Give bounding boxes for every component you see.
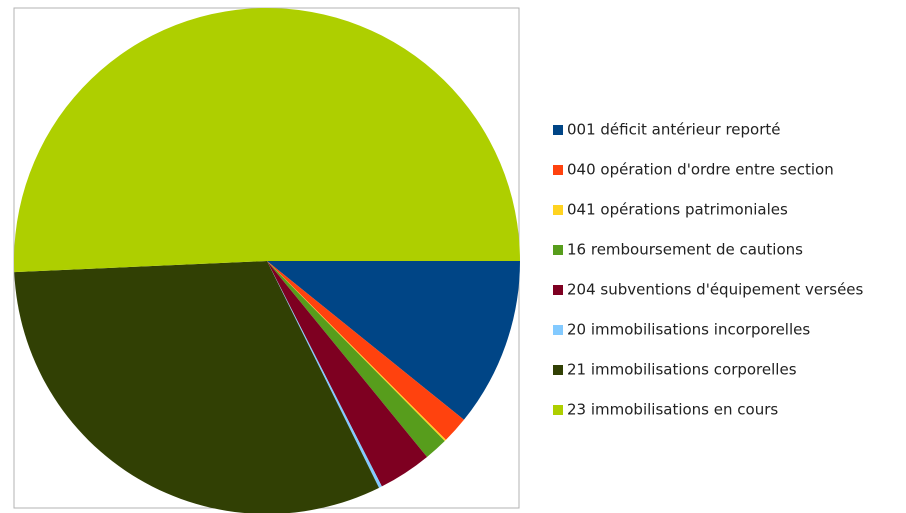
pie-slice: [14, 8, 521, 273]
legend-swatch: [553, 205, 563, 215]
legend-label: 20 immobilisations incorporelles: [567, 321, 810, 339]
pie-slice: [267, 261, 446, 442]
legend-swatch: [553, 325, 563, 335]
legend-label: 204 subventions d'équipement versées: [567, 281, 864, 299]
legend-label: 16 remboursement de cautions: [567, 241, 803, 259]
pie-slice: [267, 261, 464, 440]
legend-swatch: [553, 365, 563, 375]
pie-slice: [267, 261, 520, 420]
legend-label: 041 opérations patrimoniales: [567, 201, 788, 219]
legend-label: 23 immobilisations en cours: [567, 401, 778, 419]
legend-label: 21 immobilisations corporelles: [567, 361, 797, 379]
legend-swatch: [553, 125, 563, 135]
pie-slice: [267, 261, 428, 487]
pie-slice: [267, 261, 382, 488]
pie-slice: [267, 261, 445, 457]
legend-label: 001 déficit antérieur reporté: [567, 121, 781, 139]
legend-swatch: [553, 285, 563, 295]
legend-label: 040 opération d'ordre entre section: [567, 161, 834, 179]
legend-swatch: [553, 165, 563, 175]
legend-swatch: [553, 405, 563, 415]
pie-slice: [14, 261, 380, 513]
legend-swatch: [553, 245, 563, 255]
